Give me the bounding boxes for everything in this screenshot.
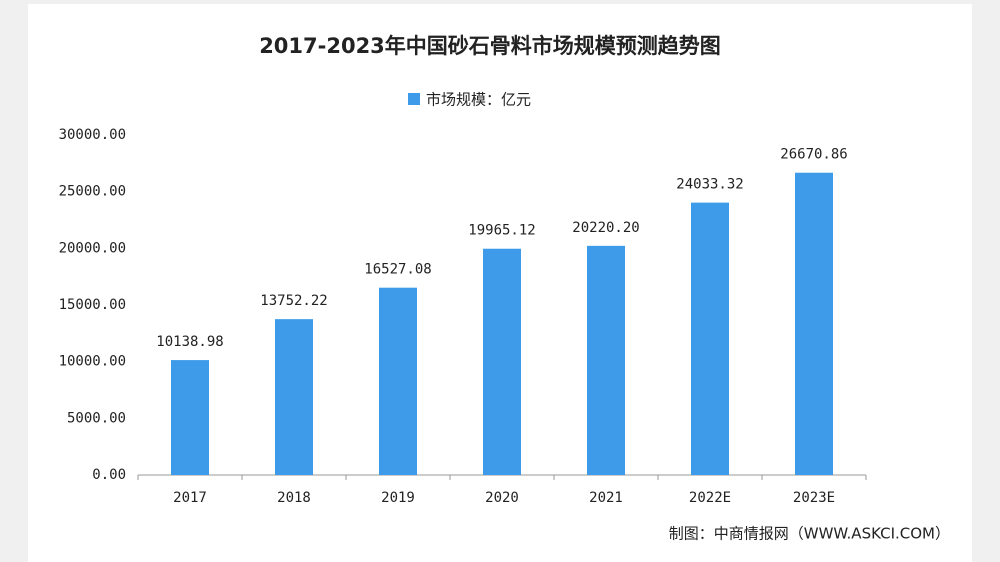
bar [483,248,521,475]
y-tick-label: 5000.00 [67,410,126,426]
value-label: 13752.22 [260,293,327,309]
value-label: 10138.98 [156,334,223,350]
source-note: 制图：中商情报网（WWW.ASKCI.COM） [669,525,950,543]
bar [691,202,729,475]
value-label: 19965.12 [468,223,535,239]
bar [795,172,833,475]
y-tick-label: 25000.00 [59,184,126,200]
value-label: 16527.08 [364,262,431,278]
y-tick-label: 30000.00 [59,127,126,143]
bar [587,245,625,475]
value-label: 20220.20 [572,220,639,236]
bar [171,360,209,475]
y-tick-label: 20000.00 [59,240,126,256]
x-tick-label: 2017 [173,490,207,506]
bar [379,287,417,475]
value-label: 24033.32 [676,177,743,193]
x-tick-label: 2020 [485,490,519,506]
x-tick-label: 2022E [689,490,731,506]
y-tick-label: 10000.00 [59,354,126,370]
value-label: 26670.86 [780,147,847,163]
chart-title: 2017-2023年中国砂石骨料市场规模预测趋势图 [259,34,721,58]
x-tick-label: 2019 [381,490,415,506]
x-tick-label: 2021 [589,490,623,506]
legend-label: 市场规模：亿元 [426,91,531,109]
x-tick-label: 2023E [793,490,835,506]
x-tick-label: 2018 [277,490,311,506]
legend-swatch [408,93,420,105]
y-tick-label: 15000.00 [59,297,126,313]
y-tick-label: 0.00 [92,467,126,483]
bar [275,319,313,475]
